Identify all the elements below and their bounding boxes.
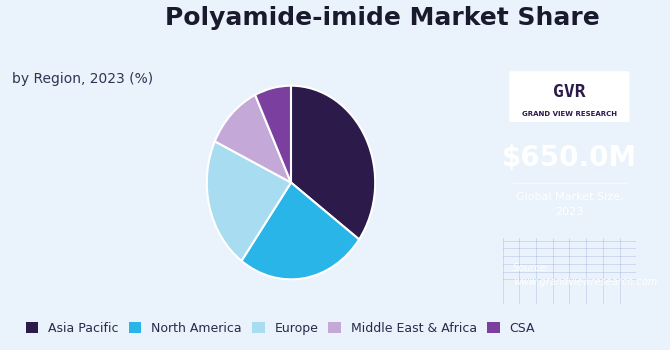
Wedge shape [215, 95, 291, 182]
Wedge shape [207, 141, 291, 261]
Text: by Region, 2023 (%): by Region, 2023 (%) [12, 72, 153, 86]
Text: $650.0M: $650.0M [502, 144, 637, 172]
FancyBboxPatch shape [509, 71, 630, 122]
Text: Source:
www.grandviewresearch.com: Source: www.grandviewresearch.com [513, 264, 657, 287]
Text: Polyamide-imide Market Share: Polyamide-imide Market Share [165, 6, 600, 30]
Text: Global Market Size,
2023: Global Market Size, 2023 [516, 192, 623, 217]
Legend: Asia Pacific, North America, Europe, Middle East & Africa, CSA: Asia Pacific, North America, Europe, Mid… [19, 315, 541, 341]
Text: GVR: GVR [553, 83, 586, 101]
Wedge shape [255, 86, 291, 182]
Wedge shape [241, 182, 359, 279]
Text: GRAND VIEW RESEARCH: GRAND VIEW RESEARCH [522, 111, 617, 117]
Wedge shape [291, 86, 375, 239]
